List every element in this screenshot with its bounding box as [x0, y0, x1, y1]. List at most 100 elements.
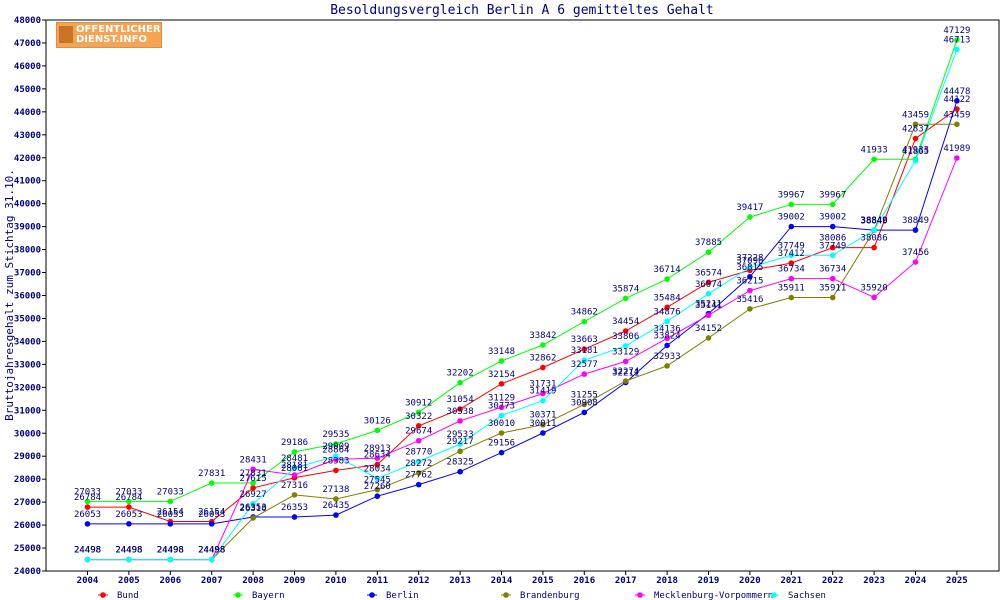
series-line-brandenburg: [87, 123, 957, 561]
y-tick-label: 39000: [14, 223, 41, 233]
data-point: [498, 380, 505, 387]
data-label: 34454: [612, 317, 639, 327]
x-tick-label: 2024: [905, 576, 927, 586]
data-point: [415, 409, 422, 416]
data-label: 37749: [819, 241, 846, 251]
data-label: 32862: [529, 354, 556, 364]
data-point: [250, 480, 256, 486]
data-point: [954, 46, 960, 53]
data-point: [250, 466, 256, 473]
data-label: 33181: [571, 346, 598, 356]
data-point: [126, 521, 132, 527]
data-point: [954, 98, 960, 104]
data-label: 27831: [240, 469, 267, 479]
data-point: [622, 378, 629, 384]
data-label: 41933: [902, 145, 929, 155]
data-label: 37749: [778, 241, 805, 251]
series-line-berlin: [87, 100, 958, 525]
data-label: 28061: [281, 464, 308, 474]
legend-label: Bund: [117, 591, 139, 600]
y-tick-label: 38000: [14, 246, 41, 256]
data-point: [747, 273, 753, 280]
data-label: 41989: [943, 144, 970, 154]
data-label: 38086: [861, 234, 888, 244]
legend-marker: [503, 592, 509, 598]
data-label: 37228: [736, 253, 763, 263]
data-point: [540, 364, 546, 371]
data-point: [664, 318, 670, 325]
y-tick-label: 41000: [14, 177, 41, 187]
data-label: 24498: [157, 546, 184, 556]
data-label: 30010: [488, 419, 515, 429]
data-label: 35911: [819, 284, 846, 294]
x-tick-label: 2021: [780, 576, 802, 586]
y-tick-label: 31000: [14, 406, 41, 416]
data-label: 39417: [736, 203, 763, 213]
data-point: [581, 401, 588, 408]
y-tick-label: 44000: [14, 108, 41, 118]
data-point: [415, 458, 422, 465]
data-label: 28634: [364, 451, 391, 461]
data-label: 24498: [157, 546, 184, 556]
x-tick-label: 2010: [325, 576, 347, 586]
data-label: 29186: [281, 438, 308, 448]
data-point: [498, 430, 505, 436]
data-label: 32577: [571, 360, 598, 370]
data-label: 33663: [571, 335, 598, 345]
data-point: [829, 244, 836, 251]
legend-label: Brandenburg: [520, 591, 580, 600]
data-point: [788, 275, 795, 282]
data-label: 37456: [902, 248, 929, 258]
chart-title: Besoldungsvergleich Berlin A 6 gemittelt…: [330, 3, 714, 18]
data-point: [126, 556, 132, 563]
data-label: 36815: [736, 263, 763, 273]
data-label: 33842: [529, 331, 556, 341]
data-point: [912, 227, 919, 233]
data-point: [291, 465, 298, 471]
data-point: [705, 279, 712, 286]
data-point: [664, 342, 670, 349]
data-label: 24498: [115, 546, 142, 556]
data-point: [208, 480, 215, 486]
data-label: 32933: [654, 352, 681, 362]
data-point: [954, 121, 960, 128]
data-point: [581, 371, 588, 377]
data-point: [747, 264, 753, 271]
data-point: [374, 486, 381, 493]
data-point: [622, 358, 629, 365]
y-tick-label: 30000: [14, 429, 41, 439]
data-label: 39002: [819, 213, 846, 223]
x-tick-label: 2008: [242, 576, 264, 586]
data-point: [498, 358, 505, 364]
data-point: [954, 155, 960, 161]
data-point: [84, 556, 91, 563]
data-label: 36714: [654, 265, 681, 275]
data-label: 32154: [488, 370, 515, 380]
data-point: [581, 357, 588, 364]
data-label: 36215: [736, 277, 763, 287]
data-label: 30126: [364, 416, 391, 426]
data-point: [457, 448, 463, 455]
plot-area: [45, 19, 1000, 572]
data-point: [291, 472, 298, 478]
data-label: 24498: [115, 546, 142, 556]
data-label: 31255: [571, 390, 598, 400]
data-label: 29217: [447, 437, 474, 447]
data-point: [788, 260, 795, 266]
data-label: 38840: [861, 216, 888, 226]
data-point: [291, 492, 298, 498]
y-tick-label: 42000: [14, 154, 41, 164]
x-tick-label: 2020: [739, 576, 761, 586]
data-point: [498, 412, 505, 419]
data-label: 35141: [695, 301, 722, 311]
y-tick-label: 36000: [14, 292, 41, 302]
legend-marker: [369, 592, 375, 598]
data-label: 30538: [447, 407, 474, 417]
data-point: [415, 470, 422, 476]
data-point: [457, 441, 463, 447]
legend-marker: [100, 592, 106, 598]
data-point: [664, 335, 670, 342]
data-point: [84, 504, 91, 510]
data-label: 33148: [488, 347, 515, 357]
series-line-sachsen: [87, 49, 958, 561]
